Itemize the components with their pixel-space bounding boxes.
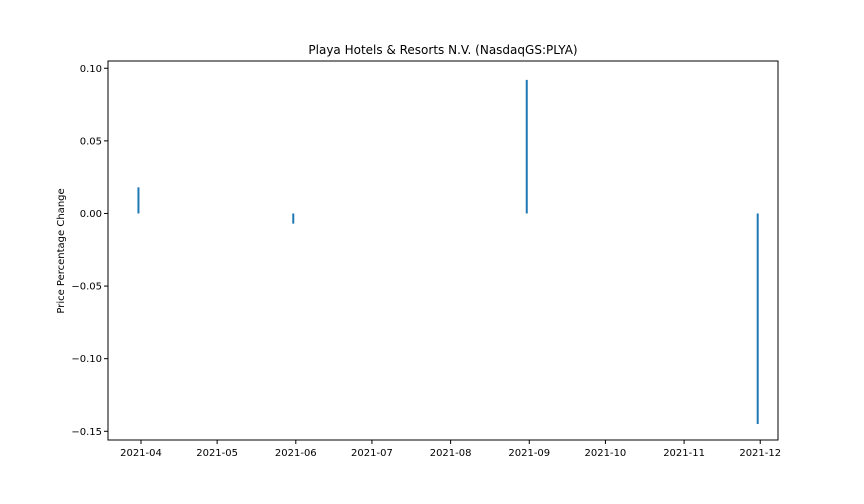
plot-frame	[107, 60, 779, 441]
x-tick-label-2: 2021-06	[275, 448, 317, 459]
x-tick-label-0: 2021-04	[120, 448, 162, 459]
x-axis: 2021-04 2021-05 2021-06 2021-07 2021-08 2021-…	[120, 440, 781, 459]
x-tick-label-7: 2021-11	[663, 448, 705, 459]
y-tick-label-1: 0.05	[80, 136, 102, 147]
y-axis-label: Price Percentage Change	[56, 188, 67, 313]
x-tick-label-3: 2021-07	[351, 448, 393, 459]
bar-3	[756, 213, 759, 425]
y-tick-label-3: −0.05	[71, 282, 102, 293]
y-tick-label-0: 0.10	[80, 64, 102, 75]
x-tick-label-8: 2021-12	[739, 448, 781, 459]
y-axis: 0.10 0.05 0.00 −0.05 −0.10 −0.15	[71, 64, 108, 438]
x-tick-label-4: 2021-08	[430, 448, 472, 459]
y-tick-label-2: 0.00	[80, 209, 102, 220]
bar-0	[137, 187, 140, 214]
bars-group	[137, 79, 759, 425]
y-tick-label-4: −0.10	[71, 354, 102, 365]
x-tick-label-1: 2021-05	[196, 448, 238, 459]
bar-2	[525, 79, 528, 214]
chart-title: Playa Hotels & Resorts N.V. (NasdaqGS:PL…	[308, 43, 577, 57]
y-tick-label-5: −0.15	[71, 427, 102, 438]
x-tick-label-5: 2021-09	[508, 448, 550, 459]
bar-1	[292, 213, 295, 224]
x-tick-label-6: 2021-10	[585, 448, 627, 459]
